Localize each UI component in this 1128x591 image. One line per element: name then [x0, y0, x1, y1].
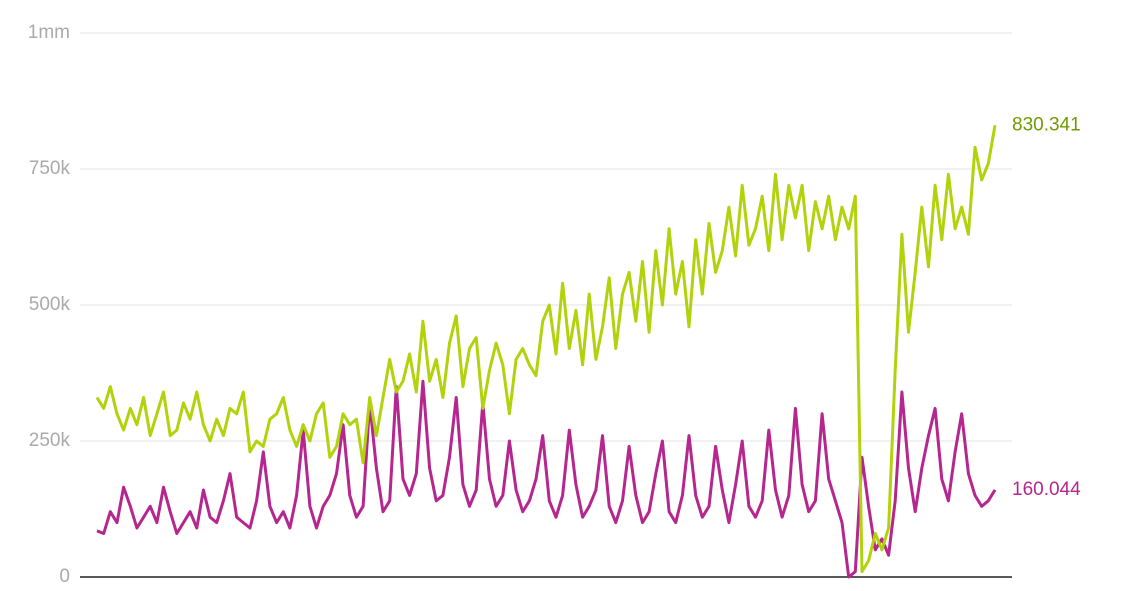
y-tick-label: 250k [29, 430, 71, 451]
y-tick-label: 1mm [28, 22, 70, 43]
y-tick-label: 0 [59, 566, 70, 587]
series-line [96, 379, 997, 579]
end-value-label: 830.341 [1012, 114, 1081, 135]
series-line [95, 125, 997, 574]
y-tick-label: 500k [29, 294, 71, 315]
y-tick-label: 750k [29, 158, 71, 179]
end-value-label: 160.044 [1012, 479, 1081, 500]
